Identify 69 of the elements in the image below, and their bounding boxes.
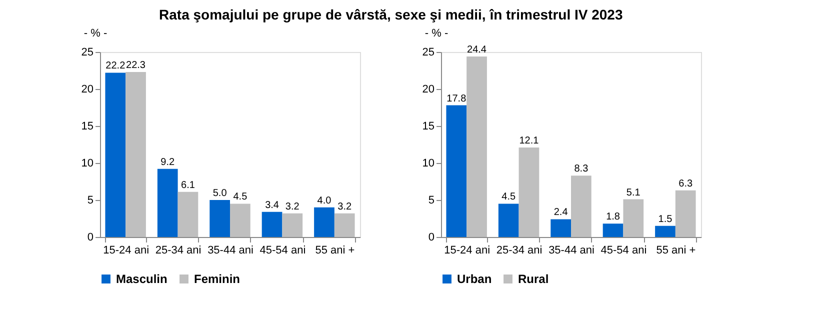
bar (262, 212, 282, 237)
data-label: 4.5 (502, 192, 516, 203)
data-label: 2.4 (554, 207, 568, 218)
x-tick-label: 25-34 ani (496, 244, 542, 256)
x-tick-label: 25-34 ani (155, 244, 202, 256)
y-tick-label: 25 (81, 46, 94, 58)
bar (571, 176, 592, 237)
data-label: 3.2 (338, 201, 352, 212)
bar (334, 213, 355, 237)
y-tick-label: 10 (422, 158, 434, 170)
data-label: 22.3 (126, 60, 146, 71)
y-tick-label: 20 (81, 84, 94, 96)
bar (623, 199, 644, 237)
data-label: 6.1 (181, 180, 196, 191)
bar (498, 204, 519, 237)
data-label: 1.8 (606, 212, 620, 223)
y-tick-label: 15 (81, 120, 94, 132)
text: Rata şomajului pe grupe de vârstă, sexe şi medii, în trimestrul IV 2023 (159, 6, 623, 22)
data-label: 22.2 (106, 60, 126, 72)
bar (157, 168, 178, 237)
bar (282, 213, 303, 237)
data-label: 4.0 (317, 195, 332, 206)
bar (314, 207, 334, 237)
data-label: 17.8 (446, 93, 467, 104)
y-axis-title: - % - (84, 28, 108, 40)
y-tick-label: 5 (428, 194, 434, 206)
x-tick-label: 45-54 ani (600, 244, 647, 256)
legend-label: Urban (457, 272, 492, 286)
data-label: 12.1 (519, 135, 540, 146)
bar (446, 105, 467, 237)
data-label: 8.3 (574, 164, 589, 175)
bar (105, 72, 126, 237)
data-label: 5.1 (626, 187, 641, 198)
data-label: 5.0 (212, 188, 228, 199)
x-tick-label: 35-44 ani (208, 244, 254, 256)
legend-label: Rural (518, 272, 549, 286)
data-label: 1.5 (658, 214, 673, 225)
data-label: 4.5 (233, 192, 248, 203)
data-label: 3.4 (265, 200, 280, 211)
x-tick-label: 45-54 ani (260, 244, 306, 256)
y-tick-label: 5 (87, 194, 94, 206)
data-label: 24.4 (467, 44, 487, 56)
y-tick-label: 0 (428, 232, 434, 244)
data-label: 6.3 (678, 178, 693, 190)
x-tick-label: 15-24 ani (103, 244, 150, 256)
bar (655, 226, 676, 237)
y-axis-title: - % - (424, 28, 448, 40)
y-tick-label: 15 (422, 120, 434, 132)
x-tick-label: 35-44 ani (548, 244, 594, 256)
y-tick-label: 25 (422, 46, 434, 58)
bar (230, 204, 250, 237)
bar (675, 190, 696, 237)
x-tick-label: 55 ani + (315, 244, 355, 256)
legend-label: Masculin (116, 272, 168, 286)
bar (466, 56, 487, 237)
data-label: 3.2 (285, 201, 300, 212)
legend-label: Feminin (194, 272, 240, 286)
bar (550, 219, 571, 237)
bar (126, 72, 146, 237)
y-tick-label: 10 (81, 158, 94, 170)
x-tick-label: 15-24 ani (444, 244, 490, 256)
bar (518, 147, 540, 237)
bar (602, 224, 624, 237)
y-tick-label: 20 (422, 84, 434, 96)
y-tick-label: 0 (87, 232, 94, 244)
x-tick-label: 55 ani + (656, 244, 696, 256)
data-label: 9.2 (160, 156, 175, 168)
bar (210, 200, 230, 237)
bar (178, 192, 198, 237)
